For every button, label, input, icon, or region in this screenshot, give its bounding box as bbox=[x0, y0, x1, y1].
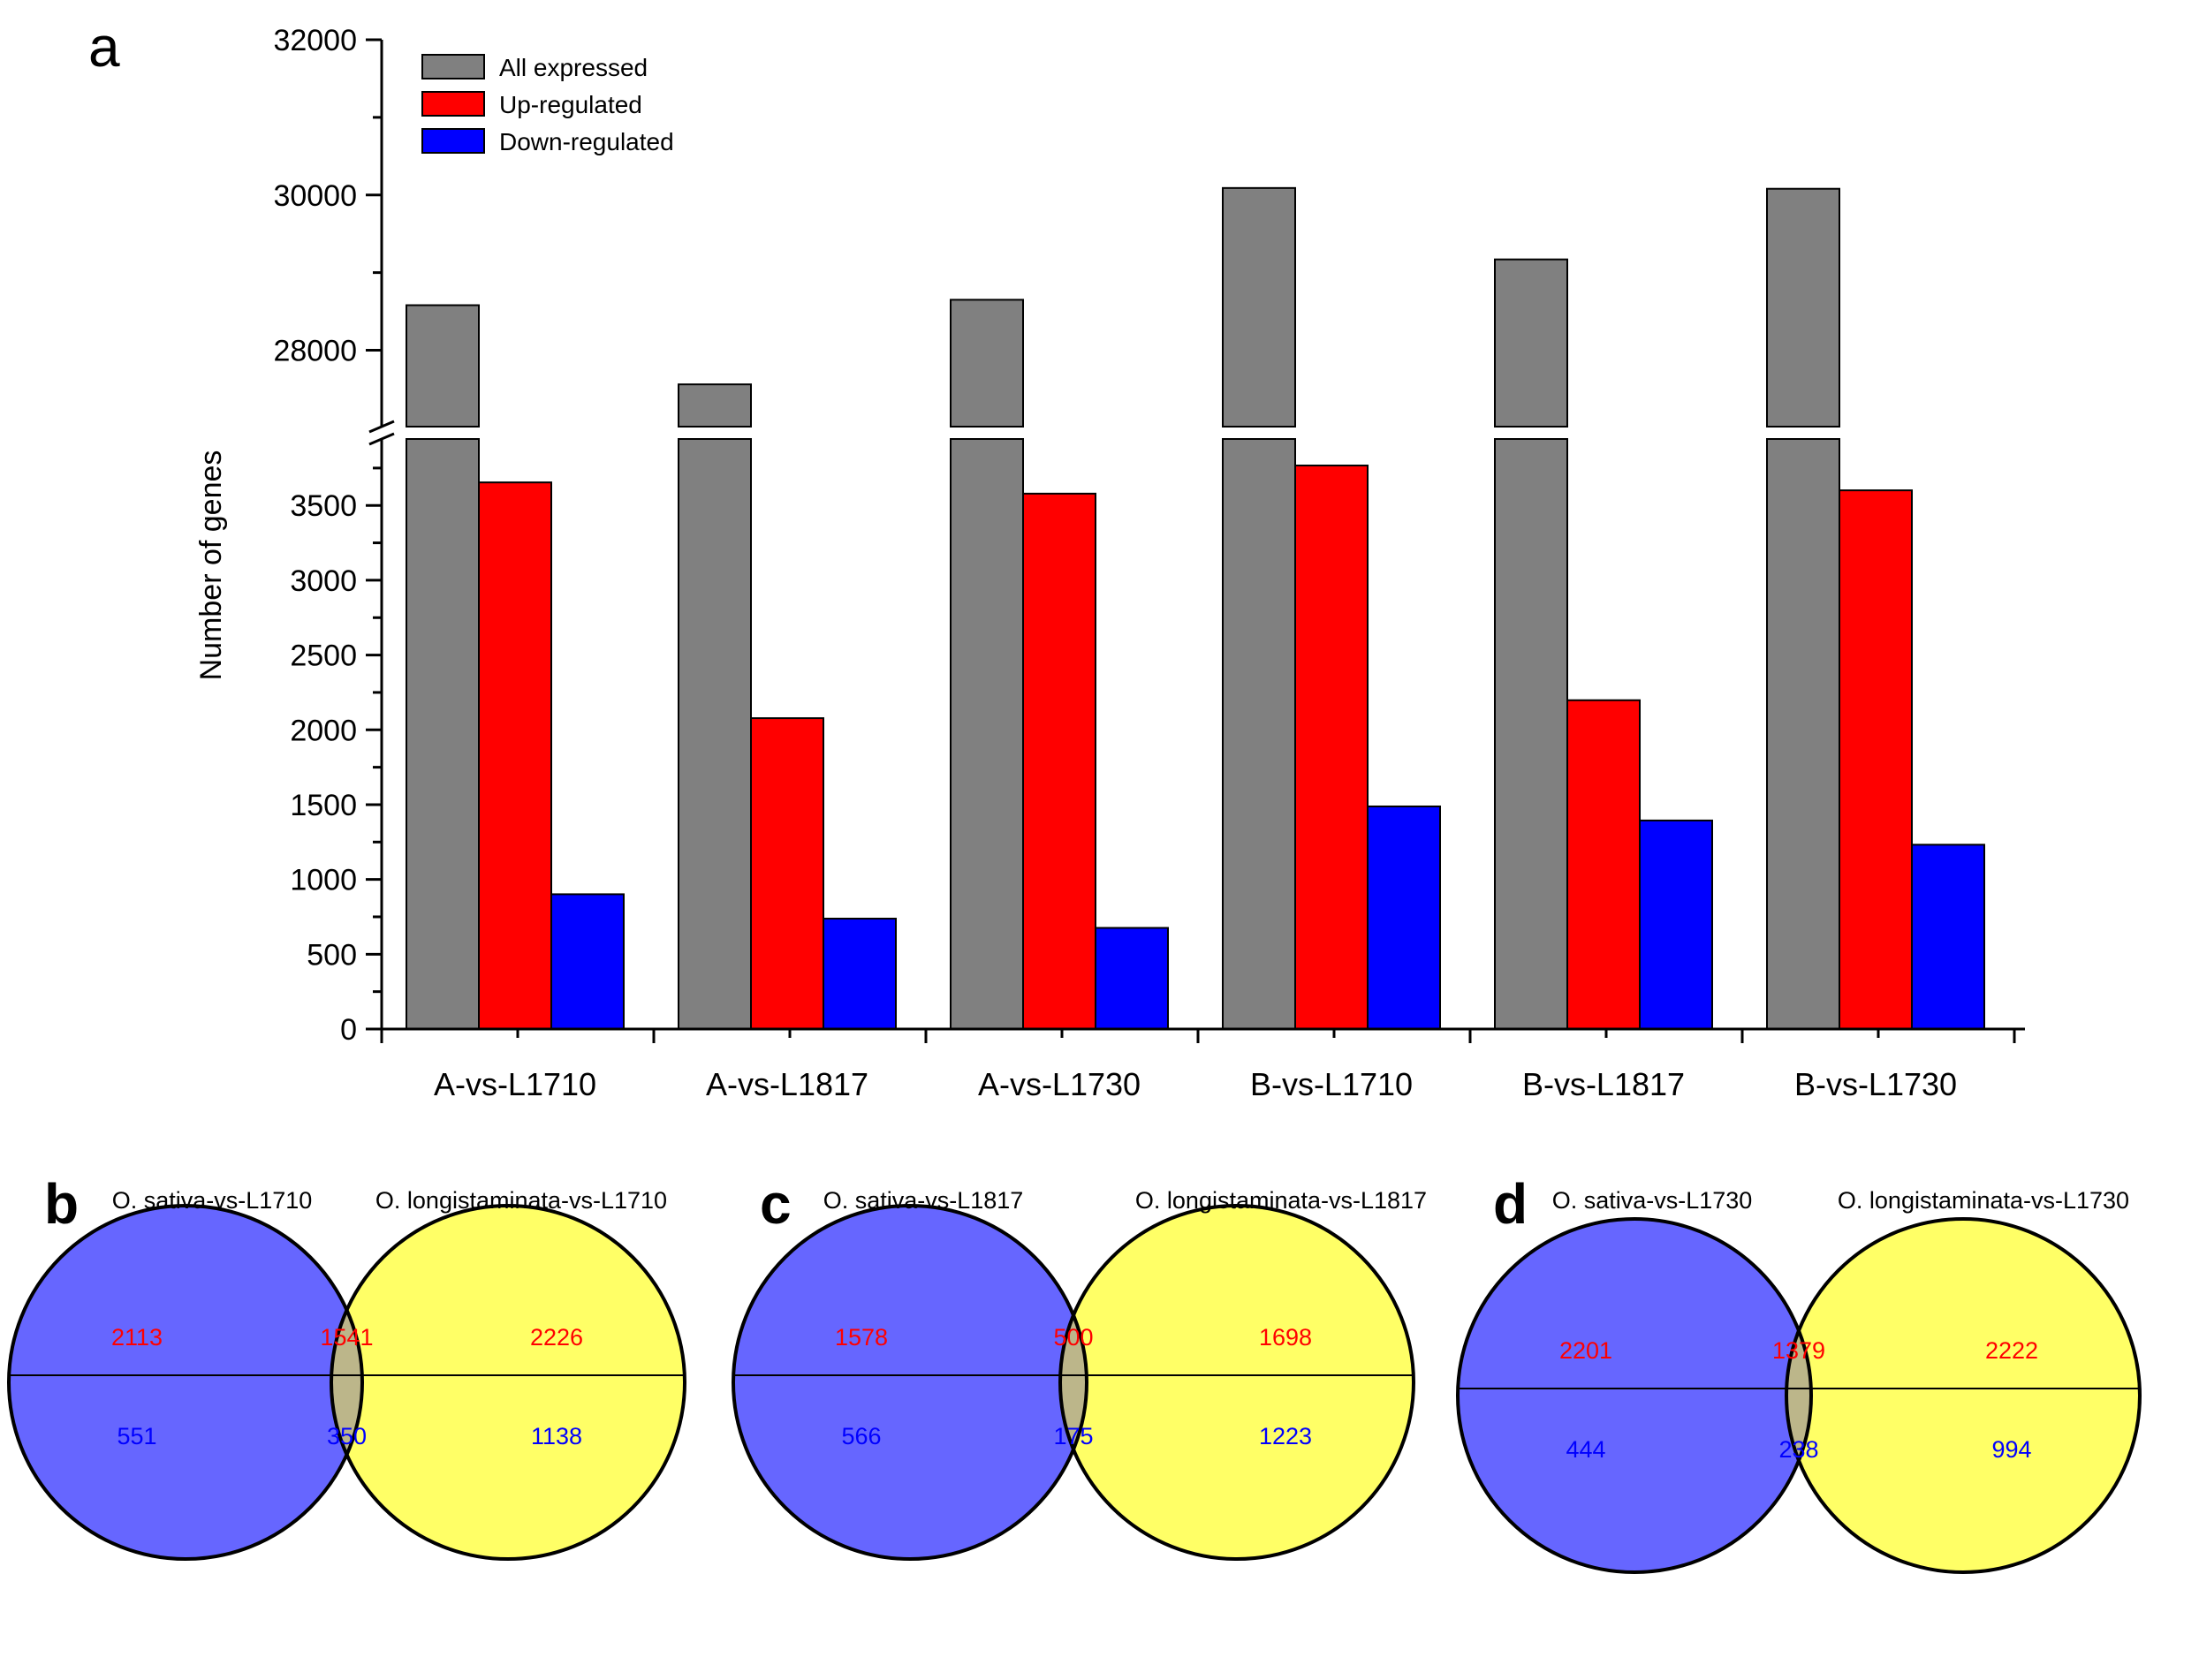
legend-label: Up-regulated bbox=[499, 91, 642, 118]
venn-left-outline bbox=[1456, 1217, 1813, 1574]
venn-down-overlap-count: 238 bbox=[1778, 1436, 1818, 1463]
venn-right-title: O. longistaminata-vs-L1817 bbox=[1135, 1187, 1427, 1214]
panel-label-a: a bbox=[88, 15, 120, 79]
y-tick-label: 3000 bbox=[290, 564, 357, 598]
venn-up-right-count: 2222 bbox=[1985, 1337, 2038, 1364]
bar-all-expressed-lower bbox=[950, 438, 1024, 1030]
x-tick-label: B-vs-L1710 bbox=[1250, 1066, 1413, 1102]
y-tick-label: 3500 bbox=[290, 489, 357, 523]
venn-up-right-count: 2226 bbox=[530, 1324, 583, 1351]
bar-up-regulated bbox=[1566, 699, 1641, 1030]
venn-up-left-count: 1578 bbox=[835, 1324, 888, 1351]
bar-series-group: A-vs-L1710 A-vs-L1817 A-vs-L1730 B-vs-L1710… bbox=[406, 186, 1985, 1102]
y-tick-label: 32000 bbox=[273, 24, 357, 57]
legend-swatch bbox=[421, 54, 485, 79]
bar-all-expressed-upper bbox=[678, 383, 752, 428]
venn-down-left-count: 444 bbox=[1566, 1436, 1605, 1463]
venn-right-title: O. longistaminata-vs-L1710 bbox=[375, 1187, 667, 1214]
bar-all-expressed-upper bbox=[406, 304, 480, 428]
venn-left-title: O. sativa-vs-L1817 bbox=[823, 1187, 1024, 1214]
venn-left-circle bbox=[733, 1206, 1087, 1559]
venn-d: d O. sativa-vs-L1730 O. longistaminata-vs-… bbox=[1456, 1172, 2142, 1574]
panel-label-c: c bbox=[760, 1172, 792, 1236]
venn-down-overlap-count: 175 bbox=[1053, 1423, 1093, 1449]
y-tick-label: 0 bbox=[340, 1013, 357, 1047]
y-tick-label: 1500 bbox=[290, 789, 357, 822]
venn-left-outline bbox=[732, 1204, 1088, 1561]
venn-up-left-count: 2113 bbox=[111, 1324, 163, 1351]
legend-label: All expressed bbox=[499, 54, 648, 81]
venn-right-circle bbox=[1060, 1206, 1414, 1559]
bar-all-expressed-lower bbox=[1766, 438, 1840, 1030]
venn-b: b O. sativa-vs-L1710 O. longistaminata-vs-… bbox=[7, 1172, 686, 1561]
legend-label: Down-regulated bbox=[499, 128, 674, 155]
venn-up-right-count: 1698 bbox=[1259, 1324, 1312, 1351]
venn-right-circle bbox=[1786, 1219, 2140, 1572]
axis-break-mark bbox=[368, 420, 395, 434]
venn-right-circle bbox=[331, 1206, 685, 1559]
y-tick-label: 2000 bbox=[290, 714, 357, 747]
bar-down-regulated bbox=[823, 918, 897, 1031]
x-tick-label: B-vs-L1817 bbox=[1522, 1066, 1685, 1102]
venn-left-title: O. sativa-vs-L1730 bbox=[1552, 1187, 1753, 1214]
bar-all-expressed-upper bbox=[1222, 186, 1296, 428]
bar-all-expressed-lower bbox=[1494, 438, 1568, 1030]
venn-left-circle bbox=[9, 1206, 362, 1559]
venn-panels: b O. sativa-vs-L1710 O. longistaminata-vs-… bbox=[7, 1172, 2142, 1574]
bar-all-expressed-lower bbox=[678, 438, 752, 1030]
venn-down-right-count: 1138 bbox=[531, 1423, 582, 1449]
panel-label-d: d bbox=[1493, 1172, 1528, 1236]
legend-swatch bbox=[421, 128, 485, 154]
bar-up-regulated bbox=[1839, 489, 1913, 1030]
venn-left-outline bbox=[7, 1204, 364, 1561]
bar-up-regulated bbox=[478, 481, 552, 1030]
bar-down-regulated bbox=[1367, 805, 1441, 1030]
venn-up-left-count: 2201 bbox=[1559, 1337, 1612, 1364]
venn-down-right-count: 994 bbox=[1991, 1436, 2031, 1463]
bar-up-regulated bbox=[750, 717, 824, 1031]
bar-up-regulated bbox=[1294, 465, 1369, 1030]
bar-down-regulated bbox=[1639, 819, 1713, 1031]
y-tick-label: 1000 bbox=[290, 864, 357, 897]
bar-all-expressed-lower bbox=[406, 438, 480, 1030]
bar-all-expressed-lower bbox=[1222, 438, 1296, 1030]
bar-down-regulated bbox=[550, 893, 625, 1030]
legend-swatch bbox=[421, 91, 485, 117]
venn-right-outline bbox=[1785, 1217, 2142, 1574]
venn-down-left-count: 566 bbox=[841, 1423, 881, 1449]
legend: All expressed Up-regulated Down-regulated bbox=[421, 54, 674, 155]
venn-c: c O. sativa-vs-L1817 O. longistaminata-vs-… bbox=[732, 1172, 1427, 1561]
venn-up-overlap-count: 1379 bbox=[1772, 1337, 1825, 1364]
y-axis-label: Number of genes bbox=[194, 450, 228, 681]
bar-all-expressed-upper bbox=[950, 299, 1024, 428]
x-tick-label: A-vs-L1710 bbox=[434, 1066, 596, 1102]
venn-up-overlap-count: 500 bbox=[1053, 1324, 1093, 1351]
bar-down-regulated bbox=[1911, 844, 1985, 1030]
venn-right-outline bbox=[1058, 1204, 1415, 1561]
bar-up-regulated bbox=[1022, 492, 1096, 1030]
x-tick-label: A-vs-L1817 bbox=[706, 1066, 868, 1102]
venn-right-title: O. longistaminata-vs-L1730 bbox=[1838, 1187, 2129, 1214]
axis-break-mark bbox=[368, 432, 395, 446]
venn-left-circle bbox=[1458, 1219, 1811, 1572]
venn-right-outline bbox=[330, 1204, 686, 1561]
axes-group: 0 500 1000 1500 2000 2500 3000 3500 28000 30000 32… bbox=[273, 24, 2025, 1047]
x-tick-label: A-vs-L1730 bbox=[978, 1066, 1141, 1102]
x-tick-label: B-vs-L1730 bbox=[1794, 1066, 1957, 1102]
venn-down-left-count: 551 bbox=[117, 1423, 156, 1449]
bar-chart-panel: a Number of genes A-vs-L1710 A-vs-L1817 A-… bbox=[88, 15, 2025, 1102]
venn-up-overlap-count: 1541 bbox=[320, 1324, 373, 1351]
y-tick-label: 30000 bbox=[273, 179, 357, 213]
venn-left-title: O. sativa-vs-L1710 bbox=[112, 1187, 313, 1214]
y-tick-label: 28000 bbox=[273, 335, 357, 368]
panel-label-b: b bbox=[44, 1172, 79, 1236]
bar-all-expressed-upper bbox=[1494, 258, 1568, 428]
y-tick-label: 2500 bbox=[290, 639, 357, 673]
y-tick-label: 500 bbox=[307, 938, 357, 972]
venn-down-overlap-count: 350 bbox=[327, 1423, 367, 1449]
bar-all-expressed-upper bbox=[1766, 187, 1840, 428]
bar-down-regulated bbox=[1095, 927, 1169, 1031]
venn-down-right-count: 1223 bbox=[1259, 1423, 1312, 1449]
